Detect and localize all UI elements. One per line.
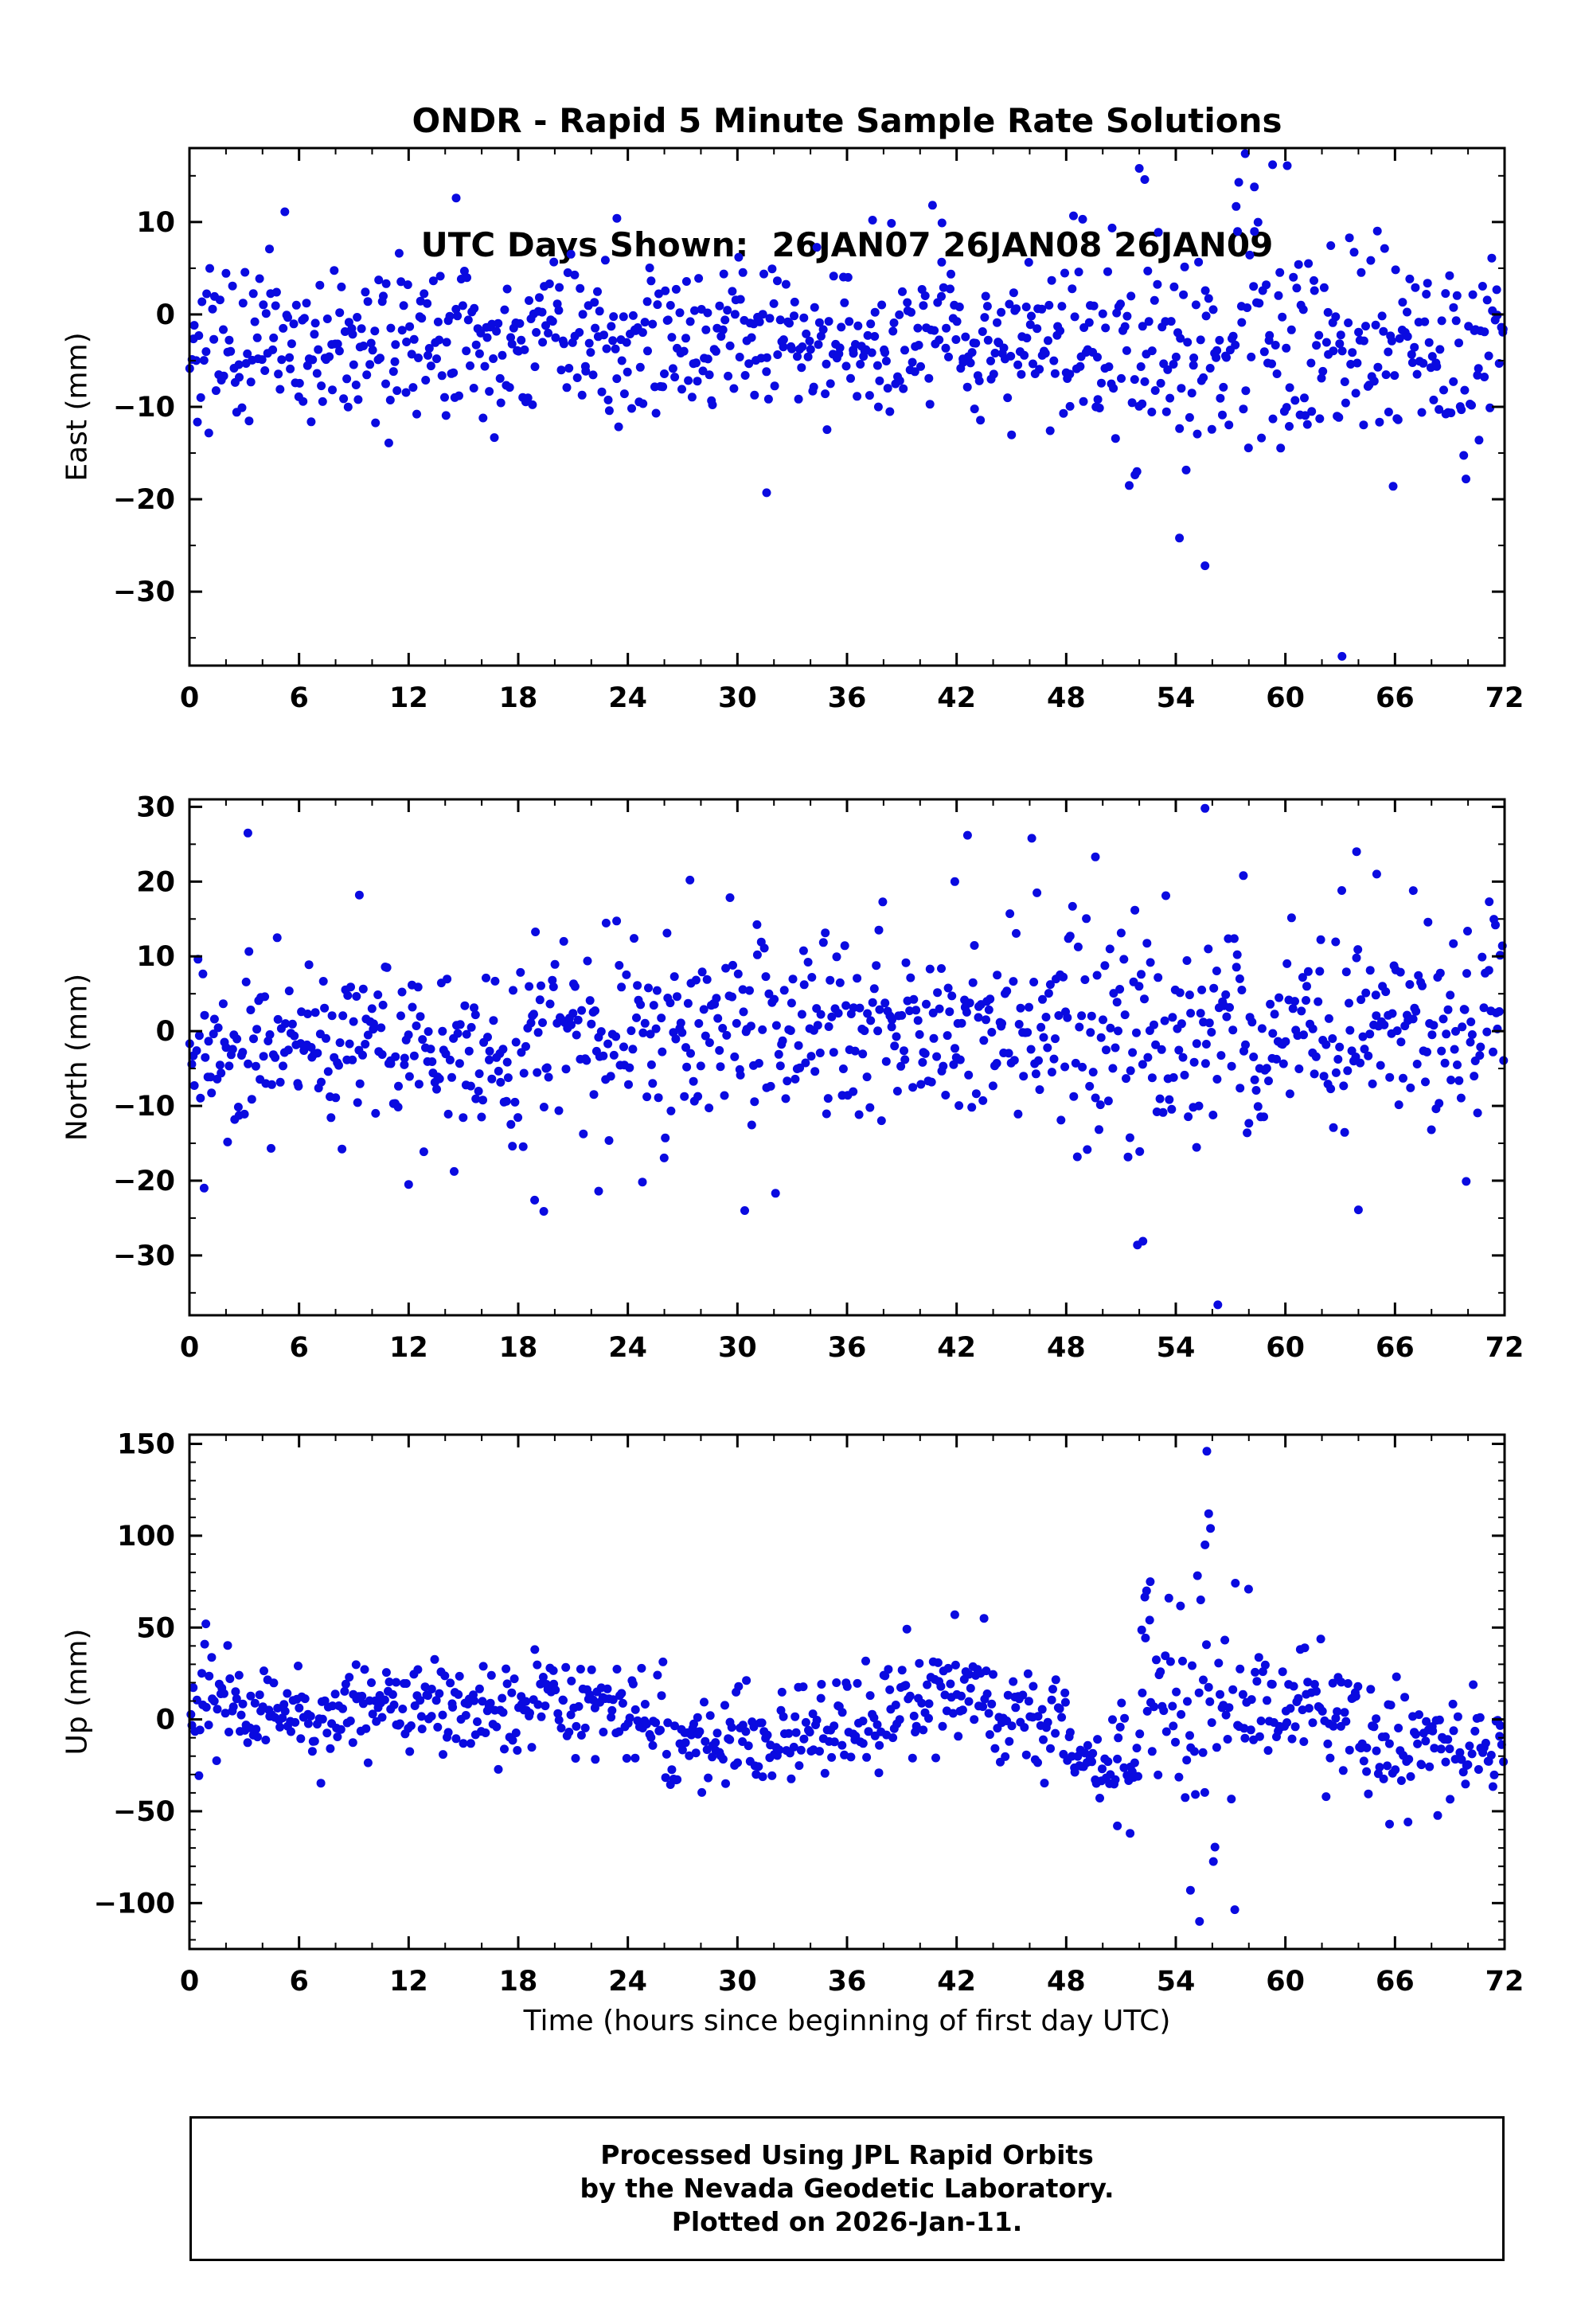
footer-line-2: by the Nevada Geodetic Laboratory. <box>580 2173 1115 2204</box>
svg-text:−20: −20 <box>113 484 175 516</box>
scatter-points-up <box>186 1447 1509 1926</box>
svg-text:0: 0 <box>156 299 175 331</box>
svg-text:42: 42 <box>937 1332 976 1364</box>
tick-labels-north: 0 6 12 18 24 30 36 42 48 54 60 66 72 30 20 10 0 −10 −20 −30 <box>113 791 1524 1364</box>
axis-ticks-up <box>188 1435 1506 1949</box>
svg-text:−10: −10 <box>113 392 175 424</box>
svg-text:66: 66 <box>1376 682 1415 714</box>
svg-text:6: 6 <box>289 1332 308 1364</box>
tick-labels-east: 0 6 12 18 24 30 36 42 48 54 60 66 72 10 0 −10 −20 −30 <box>113 207 1524 714</box>
panel-north: 0 6 12 18 24 30 36 42 48 54 60 66 72 30 20 10 0 −10 −20 −30 <box>113 791 1524 1364</box>
ylabel-north: North (mm) <box>61 973 94 1142</box>
svg-text:72: 72 <box>1485 1332 1524 1364</box>
svg-text:36: 36 <box>828 1966 867 1998</box>
axis-frame-north <box>188 798 1506 1317</box>
svg-text:0: 0 <box>156 1016 175 1048</box>
scatter-points-east <box>185 149 1508 661</box>
svg-text:36: 36 <box>828 682 867 714</box>
svg-text:−30: −30 <box>113 1240 175 1272</box>
panel-east: 0 6 12 18 24 30 36 42 48 54 60 66 72 10 0 −10 −20 −30 <box>113 146 1524 714</box>
ylabel-up: Up (mm) <box>61 1628 94 1756</box>
plot-title-line2: UTC Days Shown: 26JAN07 26JAN08 26JAN09 <box>420 225 1274 264</box>
svg-text:60: 60 <box>1266 682 1305 714</box>
plot-title: ONDR - Rapid 5 Minute Sample Rate Soluti… <box>189 18 1505 349</box>
tick-labels-up: 0 6 12 18 24 30 36 42 48 54 60 66 72 150 100 50 0 −50 −100 <box>94 1429 1524 1998</box>
svg-text:66: 66 <box>1376 1966 1415 1998</box>
svg-text:−100: −100 <box>94 1888 175 1920</box>
svg-text:150: 150 <box>117 1429 175 1461</box>
svg-text:12: 12 <box>389 1966 428 1998</box>
svg-text:6: 6 <box>289 1966 308 1998</box>
footer-line-1: Processed Using JPL Rapid Orbits <box>600 2139 1094 2170</box>
svg-text:66: 66 <box>1376 1332 1415 1364</box>
svg-text:0: 0 <box>180 682 199 714</box>
svg-text:60: 60 <box>1266 1966 1305 1998</box>
svg-text:10: 10 <box>136 941 175 973</box>
svg-text:60: 60 <box>1266 1332 1305 1364</box>
svg-text:30: 30 <box>718 1966 757 1998</box>
svg-text:12: 12 <box>389 682 428 714</box>
svg-text:72: 72 <box>1485 1966 1524 1998</box>
svg-text:30: 30 <box>718 682 757 714</box>
ylabel-east: East (mm) <box>61 332 94 482</box>
svg-text:24: 24 <box>608 1332 647 1364</box>
svg-text:30: 30 <box>718 1332 757 1364</box>
scatter-points-north <box>185 803 1509 1310</box>
svg-text:24: 24 <box>608 1966 647 1998</box>
svg-text:48: 48 <box>1047 1966 1086 1998</box>
svg-text:−10: −10 <box>113 1091 175 1123</box>
svg-text:42: 42 <box>937 682 976 714</box>
svg-text:−50: −50 <box>113 1796 175 1828</box>
svg-text:24: 24 <box>608 682 647 714</box>
svg-text:18: 18 <box>499 682 538 714</box>
svg-text:72: 72 <box>1485 682 1524 714</box>
svg-text:36: 36 <box>828 1332 867 1364</box>
svg-text:48: 48 <box>1047 682 1086 714</box>
footer-line-3: Plotted on 2026-Jan-11. <box>671 2206 1023 2237</box>
axis-ticks-east <box>188 148 1506 666</box>
svg-text:48: 48 <box>1047 1332 1086 1364</box>
svg-text:0: 0 <box>180 1332 199 1364</box>
svg-text:−20: −20 <box>113 1166 175 1197</box>
svg-text:30: 30 <box>136 791 175 823</box>
x-axis-label: Time (hours since beginning of first day… <box>523 2005 1171 2037</box>
svg-text:54: 54 <box>1157 1332 1196 1364</box>
svg-text:100: 100 <box>117 1521 175 1553</box>
svg-text:54: 54 <box>1157 1966 1196 1998</box>
svg-text:42: 42 <box>937 1966 976 1998</box>
svg-text:6: 6 <box>289 682 308 714</box>
plot-title-line1: ONDR - Rapid 5 Minute Sample Rate Soluti… <box>412 101 1282 140</box>
svg-text:12: 12 <box>389 1332 428 1364</box>
axis-frame-east <box>188 146 1506 667</box>
svg-text:18: 18 <box>499 1966 538 1998</box>
svg-text:54: 54 <box>1157 682 1196 714</box>
panel-up: 0 6 12 18 24 30 36 42 48 54 60 66 72 150 100 50 0 −50 −100 <box>94 1429 1524 1998</box>
svg-text:−30: −30 <box>113 576 175 608</box>
svg-text:20: 20 <box>136 866 175 898</box>
svg-text:10: 10 <box>136 207 175 239</box>
svg-text:18: 18 <box>499 1332 538 1364</box>
svg-text:0: 0 <box>180 1966 199 1998</box>
svg-text:50: 50 <box>136 1612 175 1644</box>
axis-ticks-north <box>188 799 1506 1315</box>
svg-text:0: 0 <box>156 1705 175 1736</box>
footer-box: Processed Using JPL Rapid Orbits by the … <box>189 2116 1505 2261</box>
